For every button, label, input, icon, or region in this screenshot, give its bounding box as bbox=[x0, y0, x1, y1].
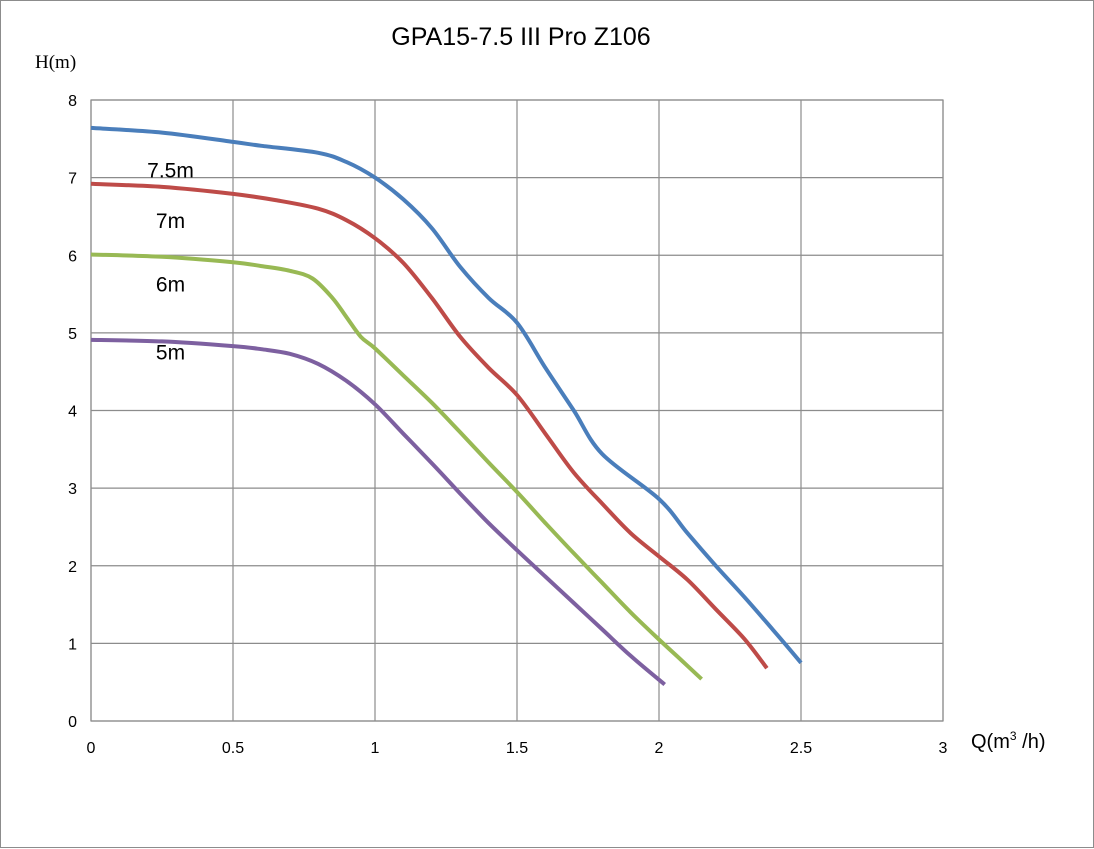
y-tick-label: 8 bbox=[68, 93, 77, 110]
x-tick-label: 0 bbox=[87, 740, 96, 757]
chart-title: GPA15-7.5 III Pro Z106 bbox=[391, 23, 650, 51]
x-tick-labels: 0 0.5 1 1.5 2 2.5 3 bbox=[87, 740, 948, 757]
y-tick-label: 0 bbox=[68, 714, 77, 731]
x-tick-label: 0.5 bbox=[222, 740, 244, 757]
y-tick-label: 5 bbox=[68, 326, 77, 343]
x-axis-label-tail: /h) bbox=[1017, 731, 1046, 753]
series-line-7m bbox=[90, 181, 769, 670]
x-tick-label: 1.5 bbox=[506, 740, 528, 757]
x-tick-label: 3 bbox=[939, 740, 948, 757]
y-axis-label: H(m) bbox=[35, 52, 76, 73]
series-label-5m: 5m bbox=[156, 341, 185, 364]
x-axis-label: Q(m3 /h) bbox=[971, 729, 1045, 753]
series-line-6m bbox=[90, 252, 703, 681]
series-line-5m bbox=[90, 337, 666, 687]
series-line-7-5m bbox=[90, 125, 803, 665]
y-tick-label: 7 bbox=[68, 171, 77, 188]
series-labels: 7.5m 7m 6m 5m bbox=[147, 160, 194, 365]
y-tick-label: 6 bbox=[68, 248, 77, 265]
x-tick-label: 2 bbox=[655, 740, 664, 757]
series-label-7m: 7m bbox=[156, 210, 185, 233]
x-tick-label: 1 bbox=[371, 740, 380, 757]
x-axis-label-superscript: 3 bbox=[1010, 729, 1017, 743]
plot-border bbox=[90, 99, 944, 722]
y-tick-label: 3 bbox=[68, 481, 77, 498]
y-tick-label: 1 bbox=[68, 636, 77, 653]
x-tick-label: 2.5 bbox=[790, 740, 812, 757]
y-tick-labels: 0 1 2 3 4 5 6 7 8 bbox=[68, 93, 77, 731]
series-lines bbox=[90, 125, 803, 687]
series-label-7-5m: 7.5m bbox=[147, 160, 194, 183]
x-axis-label-main: Q(m bbox=[971, 731, 1010, 753]
series-label-6m: 6m bbox=[156, 274, 185, 297]
y-tick-label: 2 bbox=[68, 559, 77, 576]
y-tick-label: 4 bbox=[68, 404, 77, 421]
